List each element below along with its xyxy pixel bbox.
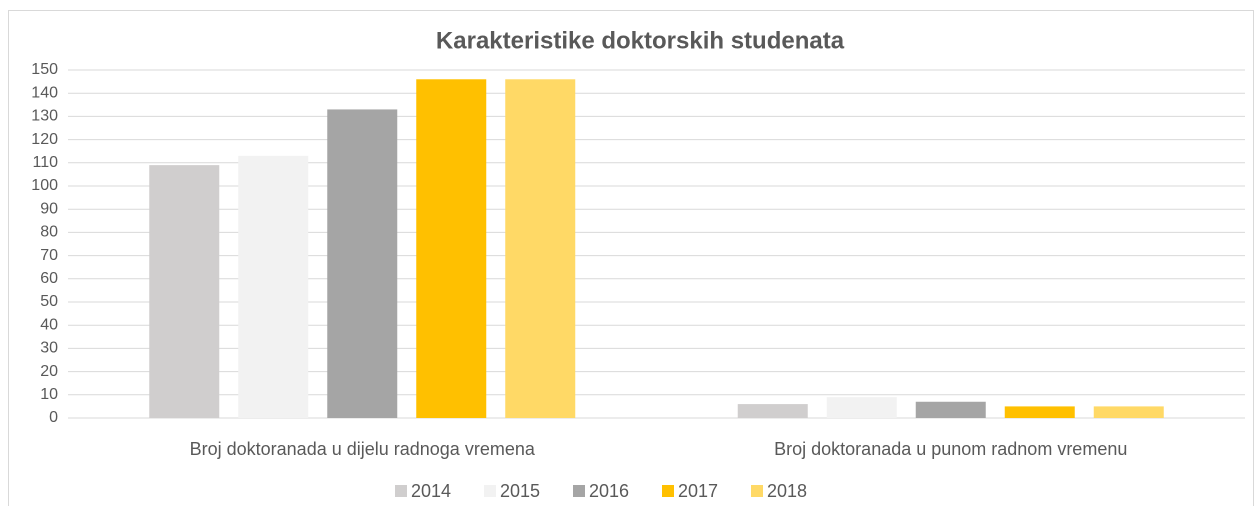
y-tick-label: 40 (40, 316, 58, 333)
legend-swatch (751, 485, 763, 497)
bar (505, 79, 576, 418)
y-tick-label: 20 (40, 363, 58, 380)
bar (238, 155, 309, 418)
legend-swatch (395, 485, 407, 497)
legend-label: 2016 (589, 481, 629, 501)
bar (915, 401, 986, 418)
legend-label: 2015 (500, 481, 540, 501)
chart-title: Karakteristike doktorskih studenata (436, 27, 845, 54)
y-tick-label: 70 (40, 247, 58, 264)
y-tick-label: 50 (40, 293, 58, 310)
y-tick-label: 10 (40, 386, 58, 403)
legend-label: 2014 (411, 481, 451, 501)
y-tick-label: 150 (31, 61, 58, 78)
y-tick-label: 80 (40, 224, 58, 241)
bar (327, 109, 398, 418)
legend-swatch (662, 485, 674, 497)
y-tick-label: 90 (40, 200, 58, 217)
y-tick-label: 130 (31, 108, 58, 125)
bar (1004, 406, 1075, 418)
y-tick-label: 30 (40, 340, 58, 357)
y-tick-label: 60 (40, 270, 58, 287)
y-tick-label: 140 (31, 84, 58, 101)
legend-swatch (484, 485, 496, 497)
bar (416, 79, 487, 418)
y-tick-label: 120 (31, 131, 58, 148)
bar (149, 165, 220, 418)
x-tick-label: Broj doktoranada u punom radnom vremenu (774, 439, 1127, 459)
legend-label: 2018 (767, 481, 807, 501)
y-tick-label: 0 (49, 409, 58, 426)
bar (1093, 406, 1164, 418)
y-tick-label: 100 (31, 177, 58, 194)
legend-label: 2017 (678, 481, 718, 501)
chart-frame (8, 10, 1254, 511)
legend-swatch (573, 485, 585, 497)
y-tick-label: 110 (32, 154, 58, 171)
x-tick-label: Broj doktoranada u dijelu radnoga vremen… (190, 439, 536, 459)
bar (737, 404, 808, 418)
bar (826, 397, 897, 418)
